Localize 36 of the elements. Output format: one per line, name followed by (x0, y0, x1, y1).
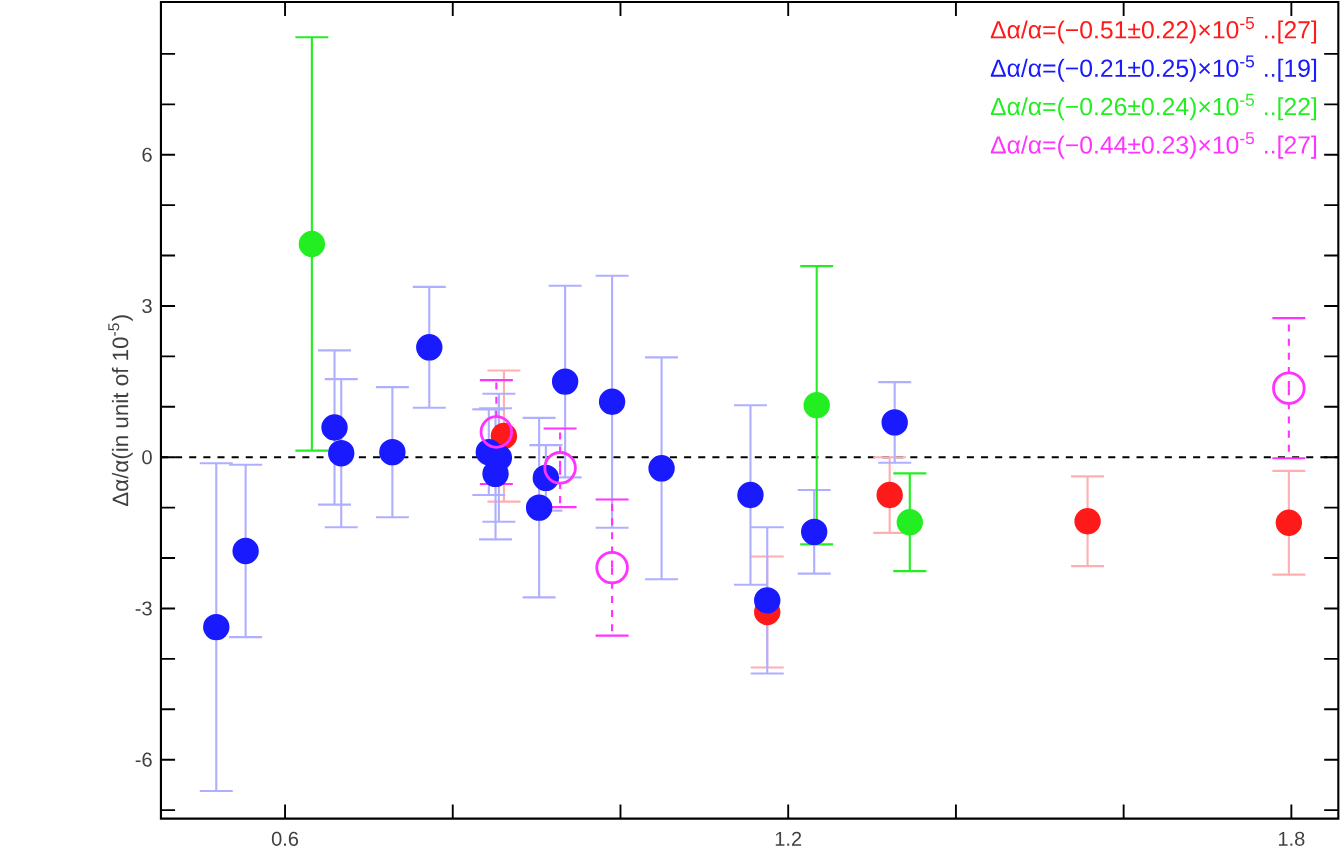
text: Δα/α=(−0.21±0.25)×10$^{-5}$ ..[19] (990, 55, 1317, 82)
point (543, 451, 577, 485)
point (298, 230, 326, 258)
point (416, 334, 443, 361)
point (525, 494, 553, 521)
point (876, 481, 903, 509)
point (737, 481, 764, 509)
y-tick-label: 3 (142, 298, 152, 314)
x-tick-label: 1.8 (1278, 831, 1305, 846)
y-tick-label: 6 (142, 147, 152, 162)
point (754, 587, 781, 614)
point (479, 415, 514, 449)
y-axis-title: Δα/α(in unit of 10$^{-5}$) (108, 315, 133, 507)
point (328, 440, 355, 467)
point (803, 392, 830, 419)
point (598, 388, 626, 416)
point (379, 439, 406, 466)
point (321, 414, 348, 441)
text: Δα/α=(−0.51±0.22)×10$^{-5}$ ..[27] (990, 17, 1317, 44)
x-tick-label: 0.6 (271, 831, 299, 846)
point (1074, 508, 1101, 535)
x-tick-label: 1.2 (775, 831, 802, 846)
point (203, 613, 230, 641)
y-tick-label: -6 (135, 752, 152, 767)
point (648, 455, 675, 482)
point (800, 518, 828, 546)
text: Δα/α=(−0.26±0.24)×10$^{-5}$ ..[22] (990, 93, 1317, 121)
point (595, 550, 629, 585)
point (1272, 371, 1306, 405)
point (232, 537, 259, 565)
y-tick-label: -3 (135, 601, 152, 616)
point (896, 509, 923, 536)
text: Δα/α=(−0.44±0.23)×10$^{-5}$ ..[27] (990, 132, 1317, 159)
point (551, 368, 579, 395)
point (881, 409, 908, 436)
y-tick-label: 0 (142, 450, 152, 465)
